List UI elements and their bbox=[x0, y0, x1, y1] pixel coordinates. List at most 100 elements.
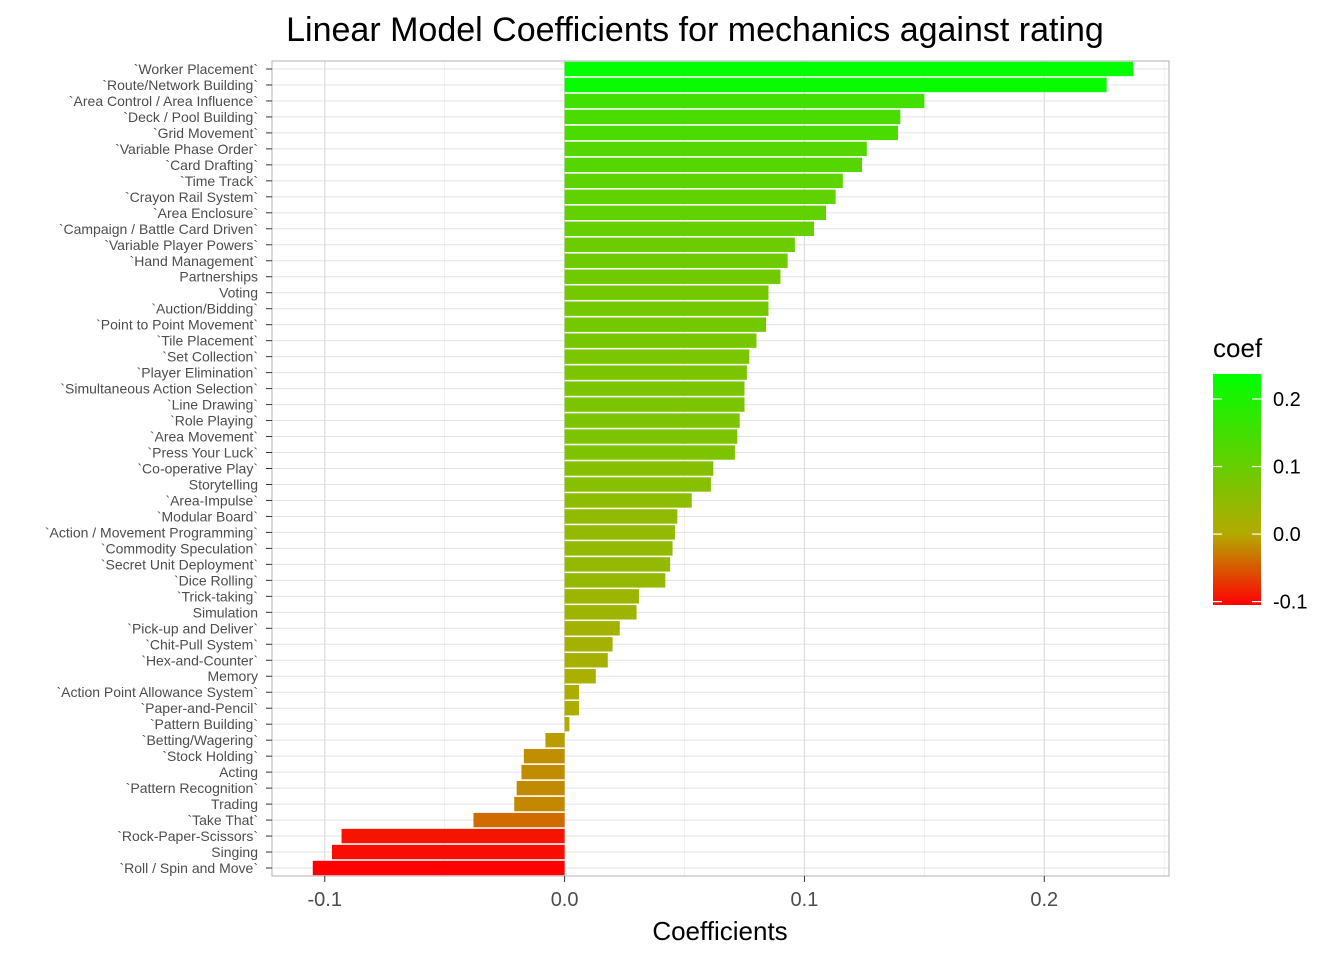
bar bbox=[564, 605, 637, 620]
category-label: `Hand Management` bbox=[130, 253, 258, 269]
bar bbox=[564, 653, 608, 668]
category-label: `Modular Board` bbox=[157, 508, 258, 524]
legend-tick-label: -0.1 bbox=[1273, 592, 1307, 614]
bar bbox=[564, 157, 863, 173]
category-label: `Co-operative Play` bbox=[137, 461, 258, 477]
category-label: `Betting/Wagering` bbox=[142, 732, 258, 748]
category-labels: `Worker Placement``Route/Network Buildin… bbox=[45, 61, 272, 876]
category-label: `Player Elimination` bbox=[137, 365, 258, 381]
bar bbox=[564, 509, 678, 524]
category-label: Simulation bbox=[193, 604, 258, 620]
category-label: `Auction/Bidding` bbox=[151, 301, 258, 317]
category-label: `Line Drawing` bbox=[167, 397, 258, 413]
bar bbox=[473, 812, 565, 828]
category-label: `Time Track` bbox=[180, 173, 258, 189]
bar bbox=[564, 125, 898, 141]
category-label: Memory bbox=[207, 668, 258, 684]
bar bbox=[523, 748, 565, 764]
bar bbox=[564, 493, 692, 508]
bar bbox=[564, 461, 714, 476]
category-label: Voting bbox=[219, 285, 258, 301]
category-label: `Grid Movement` bbox=[153, 125, 258, 141]
x-tick-label: 0.2 bbox=[1030, 889, 1058, 911]
category-label: `Hex-and-Counter` bbox=[141, 652, 258, 668]
bar bbox=[564, 669, 596, 684]
category-label: `Roll / Spin and Move` bbox=[119, 860, 258, 876]
bar bbox=[564, 93, 925, 109]
bar bbox=[564, 445, 735, 460]
bar bbox=[514, 796, 565, 812]
category-label: `Point to Point Movement` bbox=[96, 317, 258, 333]
bar bbox=[564, 429, 738, 444]
bar bbox=[564, 109, 901, 125]
category-label: `Campaign / Battle Card Driven` bbox=[59, 221, 258, 237]
category-label: `Pick-up and Deliver` bbox=[127, 620, 258, 636]
category-label: `Chit-Pull System` bbox=[145, 636, 258, 652]
bar bbox=[564, 221, 815, 236]
bar bbox=[516, 780, 565, 796]
bar bbox=[564, 381, 745, 396]
category-label: Singing bbox=[211, 844, 258, 860]
bar bbox=[564, 349, 750, 364]
bar bbox=[564, 637, 613, 652]
bar bbox=[331, 844, 565, 860]
bar bbox=[564, 285, 769, 300]
category-label: `Deck / Pool Building` bbox=[123, 109, 258, 125]
bar bbox=[564, 205, 827, 221]
bar bbox=[564, 589, 639, 604]
category-label: Acting bbox=[219, 764, 258, 780]
category-label: `Card Drafting` bbox=[165, 157, 258, 173]
bar bbox=[564, 189, 836, 205]
bar bbox=[564, 557, 671, 572]
category-label: `Area Enclosure` bbox=[153, 205, 258, 221]
legend: coef -0.1 0.0 0.1 0.2 bbox=[1213, 333, 1307, 614]
category-label: Storytelling bbox=[189, 476, 258, 492]
bar bbox=[564, 621, 620, 636]
bar bbox=[564, 525, 675, 540]
bar bbox=[564, 573, 666, 588]
bar bbox=[564, 477, 711, 492]
bars-layer bbox=[312, 61, 1134, 876]
category-label: `Worker Placement` bbox=[134, 61, 258, 77]
bar bbox=[564, 173, 843, 189]
legend-colorbar bbox=[1213, 374, 1261, 605]
bar bbox=[564, 541, 673, 556]
legend-title: coef bbox=[1213, 333, 1263, 363]
category-label: `Commodity Speculation` bbox=[101, 540, 258, 556]
x-tick-label: -0.1 bbox=[308, 889, 342, 911]
category-label: `Dice Rolling` bbox=[174, 572, 258, 588]
category-label: `Area-Impulse` bbox=[165, 492, 258, 508]
bar bbox=[564, 413, 740, 428]
bar bbox=[564, 253, 788, 268]
category-label: Partnerships bbox=[179, 269, 258, 285]
chart-title: Linear Model Coefficients for mechanics … bbox=[286, 11, 1104, 49]
legend-tick-label: 0.2 bbox=[1273, 389, 1301, 411]
legend-tick-label: 0.1 bbox=[1273, 457, 1301, 479]
category-label: `Route/Network Building` bbox=[102, 77, 258, 93]
category-label: `Area Control / Area Influence` bbox=[69, 93, 258, 109]
bar bbox=[521, 764, 565, 780]
category-label: `Action / Movement Programming` bbox=[45, 524, 258, 540]
bar bbox=[564, 301, 769, 316]
legend-tick-label: 0.0 bbox=[1273, 524, 1301, 546]
bar bbox=[564, 333, 757, 348]
category-label: `Stock Holding` bbox=[162, 748, 258, 764]
category-label: `Rock-Paper-Scissors` bbox=[117, 828, 258, 844]
category-label: `Paper-and-Pencil` bbox=[141, 700, 259, 716]
bar bbox=[564, 716, 570, 732]
bar bbox=[341, 828, 565, 844]
category-label: `Simultaneous Action Selection` bbox=[60, 381, 258, 397]
bar bbox=[564, 141, 867, 157]
category-label: `Tile Placement` bbox=[157, 333, 258, 349]
bar bbox=[564, 685, 579, 700]
category-label: `Pattern Recognition` bbox=[126, 780, 258, 796]
category-label: `Take That` bbox=[187, 812, 258, 828]
bar bbox=[564, 365, 747, 380]
bar bbox=[564, 237, 795, 252]
category-label: `Area Movement` bbox=[150, 429, 258, 445]
category-label: `Crayon Rail System` bbox=[125, 189, 258, 205]
bar bbox=[312, 860, 565, 876]
category-label: `Pattern Building` bbox=[150, 716, 258, 732]
bar bbox=[564, 397, 745, 412]
